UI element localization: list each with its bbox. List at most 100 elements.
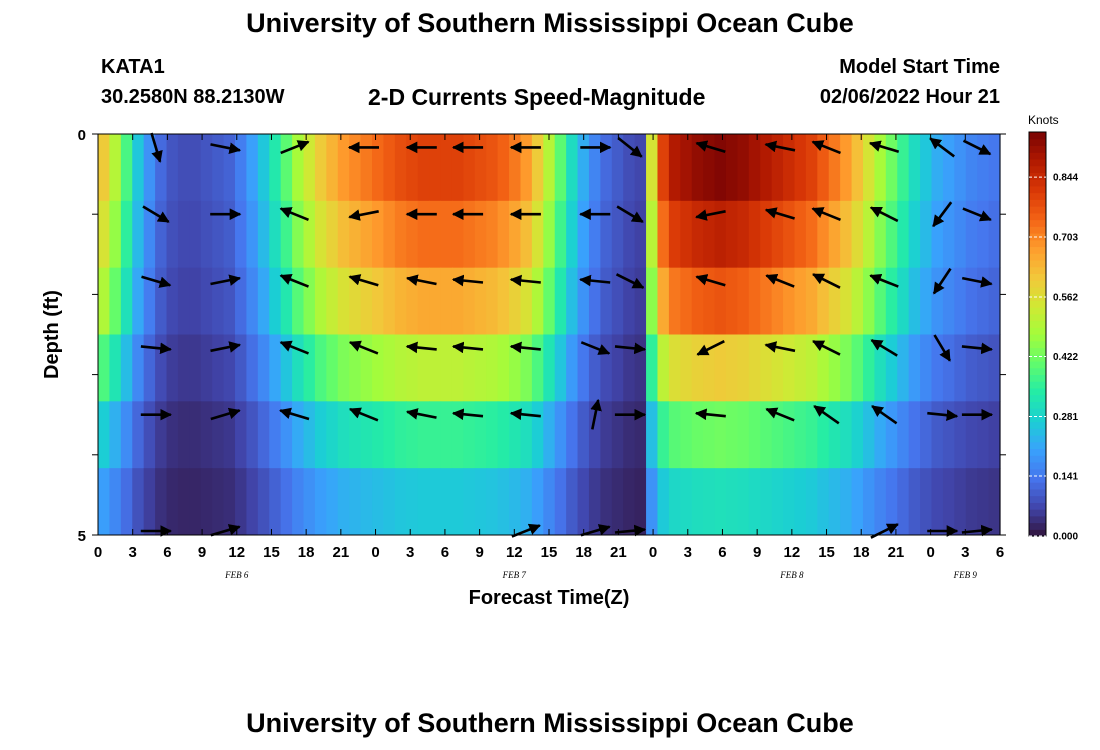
- heatmap-cell: [737, 468, 750, 536]
- current-vector-arrow: [210, 524, 241, 537]
- heatmap-cell: [303, 200, 316, 269]
- colorbar-swatch: [1029, 273, 1046, 281]
- heatmap-cell: [531, 200, 544, 269]
- heatmap-cell: [520, 267, 533, 335]
- heatmap-cell: [657, 401, 670, 469]
- heatmap-cell: [383, 334, 396, 402]
- heatmap-cell: [474, 200, 487, 269]
- heatmap-cell: [520, 134, 533, 202]
- heatmap-cell: [668, 334, 681, 402]
- colorbar-swatch: [1029, 374, 1046, 382]
- heatmap-cell: [429, 267, 442, 335]
- colorbar-swatch: [1029, 502, 1046, 510]
- heatmap-cell: [132, 401, 145, 469]
- colorbar-swatch: [1029, 185, 1046, 194]
- heatmap-cell: [531, 134, 544, 202]
- heatmap-cell: [326, 334, 339, 402]
- heatmap-cell: [794, 334, 807, 402]
- heatmap-cell: [429, 200, 442, 269]
- heatmap-cell: [714, 134, 727, 202]
- heatmap-cell: [600, 134, 613, 202]
- heatmap-cell: [748, 200, 761, 269]
- current-vector-arrow: [451, 274, 484, 287]
- heatmap-cell: [611, 334, 624, 402]
- heatmap-cell: [394, 267, 407, 335]
- heatmap-cell: [486, 401, 499, 469]
- heatmap-cell: [657, 334, 670, 402]
- heatmap-cell: [748, 334, 761, 402]
- colorbar-swatch: [1029, 266, 1046, 274]
- current-vector-arrow: [348, 274, 379, 287]
- heatmap-cell: [531, 401, 544, 469]
- heatmap-cell: [451, 401, 464, 469]
- heatmap-cell: [725, 468, 738, 536]
- colorbar-swatch: [1029, 219, 1046, 227]
- heatmap-cell: [703, 267, 716, 335]
- current-vector-arrow: [210, 407, 241, 421]
- heatmap-cell: [440, 334, 453, 402]
- heatmap-cell: [725, 401, 738, 469]
- heatmap-cell: [600, 267, 613, 335]
- heatmap-cell: [326, 200, 339, 269]
- heatmap-cell: [908, 401, 921, 469]
- heatmap-cell: [874, 468, 887, 536]
- colorbar-swatch: [1029, 455, 1046, 463]
- heatmap-cell: [748, 401, 761, 469]
- colorbar-swatch: [1029, 468, 1046, 476]
- x-tick-label: 15: [541, 544, 558, 561]
- heatmap-cell: [691, 468, 704, 536]
- heatmap-cell: [474, 401, 487, 469]
- heatmap-cell: [120, 134, 133, 202]
- heatmap-cell: [303, 401, 316, 469]
- heatmap-cell: [897, 267, 910, 335]
- heatmap-cell: [337, 334, 350, 402]
- heatmap-cell: [417, 200, 430, 269]
- heatmap-cell: [394, 200, 407, 269]
- heatmap-cell: [725, 267, 738, 335]
- heatmap-cell: [109, 401, 122, 469]
- heatmap-cell: [965, 200, 978, 269]
- heatmap-cell: [143, 334, 156, 402]
- heatmap-cell: [680, 401, 693, 469]
- heatmap-cell: [486, 134, 499, 202]
- heatmap-cell: [326, 134, 339, 202]
- heatmap-cell: [668, 401, 681, 469]
- heatmap-cell: [554, 401, 567, 469]
- heatmap-cell: [737, 334, 750, 402]
- current-vector-arrow: [765, 273, 795, 288]
- heatmap-cell: [920, 200, 933, 269]
- colorbar-swatch: [1029, 246, 1046, 254]
- heatmap-cell: [440, 134, 453, 202]
- colorbar-swatch: [1029, 212, 1046, 221]
- model-start-label: Model Start Time: [839, 56, 1000, 78]
- heatmap-cell: [634, 401, 647, 469]
- heatmap-cell: [269, 401, 282, 469]
- heatmap-cell: [474, 134, 487, 202]
- colorbar-swatch: [1029, 495, 1046, 503]
- heatmap-cell: [588, 334, 601, 402]
- current-vector-arrow: [962, 139, 992, 156]
- heatmap-cell: [634, 134, 647, 202]
- colorbar-swatch: [1029, 354, 1046, 362]
- current-vector-arrow: [279, 340, 309, 355]
- heatmap-cell: [703, 401, 716, 469]
- heatmap-cell: [566, 468, 579, 536]
- heatmap-cell: [155, 200, 168, 269]
- heatmap-cell: [531, 468, 544, 536]
- colorbar-swatch: [1029, 300, 1046, 308]
- heatmap-cell: [200, 334, 213, 402]
- heatmap-cell: [394, 401, 407, 469]
- current-vector-arrow: [764, 341, 796, 353]
- heatmap-cell: [520, 468, 533, 536]
- heatmap-cell: [337, 401, 350, 469]
- heatmap-cell: [668, 200, 681, 269]
- heatmap-cell: [840, 200, 853, 269]
- heatmap-cell: [212, 134, 225, 202]
- heatmap-cell: [680, 200, 693, 269]
- x-tick-label: 9: [475, 544, 483, 561]
- heatmap-cell: [451, 468, 464, 536]
- heatmap-cell: [417, 401, 430, 469]
- heatmap-cell: [828, 468, 841, 536]
- current-vector-arrow: [927, 409, 959, 421]
